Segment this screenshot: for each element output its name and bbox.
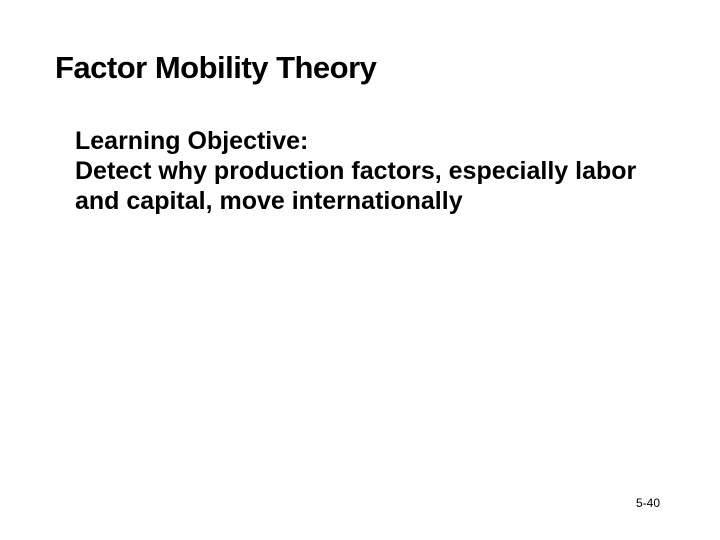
learning-objective-text: Detect why production factors, especiall… <box>75 156 645 216</box>
learning-objective-label: Learning Objective: <box>75 126 645 156</box>
body-section: Learning Objective: Detect why productio… <box>55 126 665 216</box>
page-number: 5-40 <box>636 496 660 510</box>
slide-container: Factor Mobility Theory Learning Objectiv… <box>0 0 720 540</box>
slide-title: Factor Mobility Theory <box>55 50 665 86</box>
